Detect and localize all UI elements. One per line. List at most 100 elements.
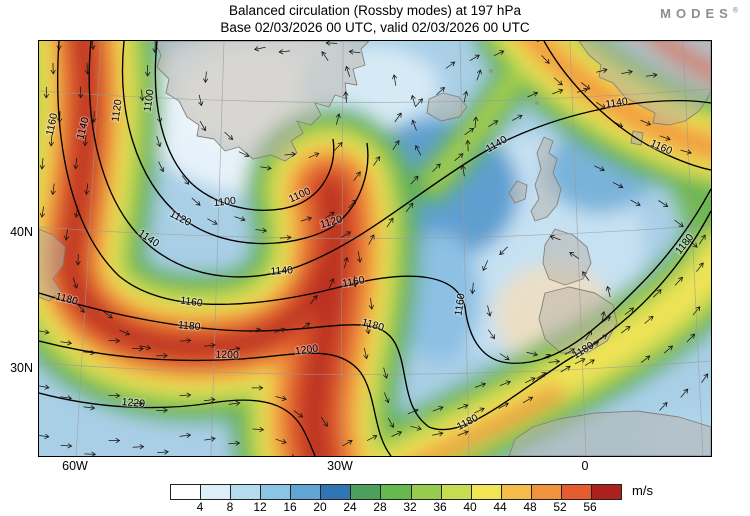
wind-arrow bbox=[541, 55, 550, 64]
wind-arrow bbox=[343, 256, 349, 269]
wind-arrow bbox=[432, 163, 441, 172]
wind-arrow bbox=[179, 432, 192, 439]
legend-unit: m/s bbox=[632, 483, 653, 498]
colorbar-segment bbox=[591, 485, 621, 499]
wind-arrow bbox=[39, 158, 45, 170]
contour-label: 1120 bbox=[110, 98, 125, 122]
wind-arrow bbox=[275, 438, 287, 445]
wind-arrow bbox=[203, 71, 209, 84]
contour-1200 bbox=[39, 340, 392, 456]
wind-arrow bbox=[228, 346, 241, 352]
coast-iceland bbox=[426, 92, 468, 122]
wind-arrow bbox=[60, 443, 73, 449]
lon-label: 30W bbox=[327, 459, 353, 473]
wind-arrow bbox=[279, 234, 292, 241]
wind-arrow bbox=[548, 359, 561, 365]
wind-arrow bbox=[284, 151, 297, 157]
wind-arrow bbox=[457, 430, 469, 436]
modes-logo-text: MODES bbox=[660, 6, 733, 21]
wind-arrow bbox=[493, 50, 505, 57]
colorbar-tick: 28 bbox=[373, 500, 387, 514]
wind-arrow bbox=[527, 91, 539, 98]
wind-arrow bbox=[335, 113, 341, 125]
wind-arrow bbox=[224, 131, 234, 140]
wind-arrow bbox=[291, 454, 295, 456]
wind-arrow bbox=[328, 278, 335, 289]
wind-arrow bbox=[392, 140, 400, 151]
wind-arrow bbox=[83, 350, 96, 356]
colorbar-segment bbox=[231, 485, 262, 499]
wind-arrow bbox=[348, 199, 357, 209]
wind-arrow bbox=[119, 329, 131, 336]
wind-arrow bbox=[663, 345, 674, 354]
wind-arrow bbox=[274, 327, 286, 333]
wind-arrow bbox=[203, 342, 216, 349]
wind-arrow bbox=[103, 311, 113, 319]
wind-arrow bbox=[207, 218, 218, 225]
wind-arrow bbox=[320, 416, 328, 428]
wind-arrow bbox=[63, 229, 70, 241]
wind-arrow bbox=[348, 49, 361, 55]
wind-arrow bbox=[674, 219, 684, 228]
colorbar-segment bbox=[411, 485, 442, 499]
colorbar-tick: 12 bbox=[253, 500, 267, 514]
wind-arrow bbox=[476, 69, 482, 81]
wind-arrow bbox=[612, 182, 624, 189]
wind-arrow bbox=[640, 355, 651, 363]
coast-island-dot bbox=[489, 69, 493, 73]
colorbar-segment bbox=[441, 485, 472, 499]
wind-arrow bbox=[383, 392, 390, 404]
wind-arrow bbox=[512, 114, 523, 121]
wind-arrow bbox=[82, 134, 88, 147]
colorbar-segment bbox=[351, 485, 382, 499]
wind-arrow bbox=[334, 141, 343, 151]
wind-arrow bbox=[580, 82, 591, 90]
colorbar-tick: 44 bbox=[493, 500, 507, 514]
colorbar-segment bbox=[291, 485, 322, 499]
wind-arrow bbox=[83, 405, 96, 411]
wind-arrow bbox=[75, 253, 81, 266]
wind-arrow bbox=[325, 41, 338, 46]
chart-title: Balanced circulation (Rossby modes) at 1… bbox=[229, 3, 521, 18]
wind-arrow bbox=[373, 156, 381, 166]
wind-arrow bbox=[73, 157, 79, 170]
coast-newfoundland bbox=[39, 228, 66, 302]
colorbar-tick: 8 bbox=[226, 500, 234, 514]
wind-arrow bbox=[139, 89, 145, 102]
wind-arrow bbox=[203, 397, 216, 403]
wind-arrow bbox=[457, 403, 469, 410]
colorbar-segment bbox=[201, 485, 232, 499]
wind-arrow bbox=[407, 408, 419, 415]
lat-label: 40N bbox=[10, 225, 33, 239]
wind-arrow bbox=[464, 127, 475, 136]
wind-arrow bbox=[366, 434, 378, 441]
wind-arrow bbox=[585, 330, 593, 341]
map-area: 1160 1140 1120 1100 1100 1100 1120 1120 1140 1140… bbox=[38, 40, 712, 457]
wind-arrow bbox=[90, 41, 96, 50]
wind-arrow bbox=[158, 161, 165, 173]
colorbar bbox=[170, 484, 622, 500]
colorbar-segment bbox=[321, 485, 352, 499]
colorbar-tick: 40 bbox=[463, 500, 477, 514]
wind-arrow bbox=[356, 251, 363, 263]
wind-arrow bbox=[696, 262, 704, 272]
wind-arrow bbox=[139, 344, 152, 351]
wind-arrow bbox=[50, 62, 56, 75]
wind-arrow bbox=[621, 69, 633, 75]
contour-label: 1200 bbox=[215, 349, 239, 362]
contour-label: 1160 bbox=[341, 274, 365, 290]
wind-arrow bbox=[108, 392, 121, 399]
wind-arrow bbox=[91, 111, 97, 123]
wind-arrow bbox=[57, 111, 63, 123]
wind-arrow bbox=[156, 352, 168, 359]
colorbar-tick: 36 bbox=[433, 500, 447, 514]
contour-1160 bbox=[57, 41, 711, 364]
wind-arrow bbox=[498, 402, 509, 409]
wind-arrow bbox=[324, 211, 335, 219]
chart-subtitle: Base 02/03/2026 00 UTC, valid 02/03/2026… bbox=[220, 20, 530, 35]
wind-arrow bbox=[432, 406, 444, 412]
colorbar-tick: 56 bbox=[583, 500, 597, 514]
